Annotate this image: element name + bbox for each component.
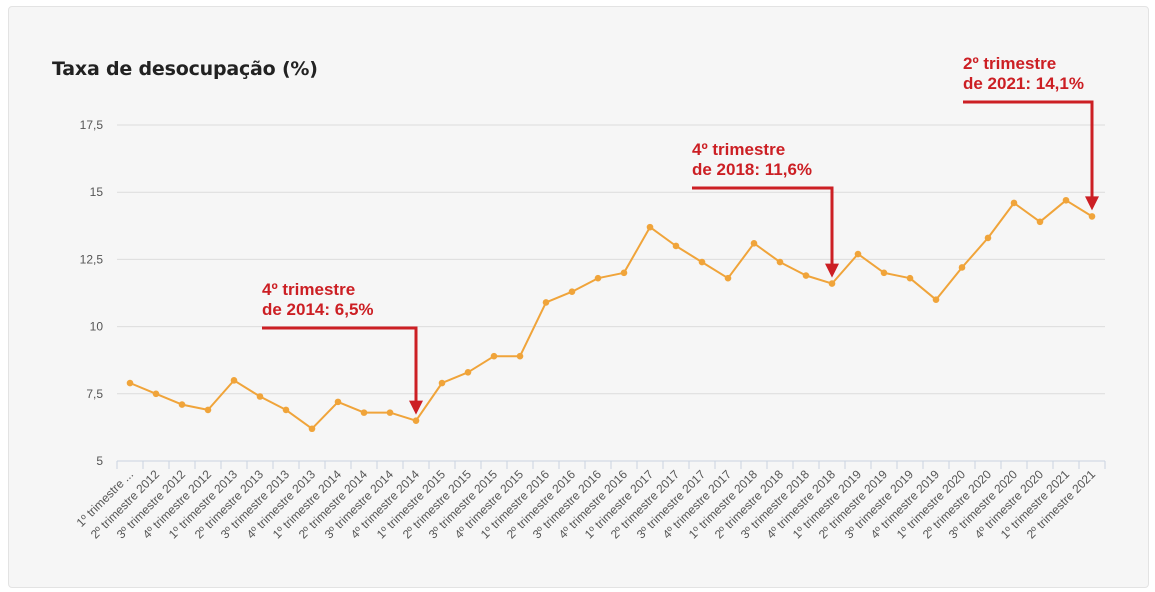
data-point [880, 269, 888, 277]
annotation-text: 4º trimestre [692, 140, 785, 159]
data-point [1062, 196, 1070, 204]
annotation-arrow [262, 326, 418, 403]
data-point [776, 258, 784, 266]
annotation-text: de 2014: 6,5% [262, 300, 374, 319]
annotation-arrow [963, 100, 1094, 199]
data-point [412, 417, 420, 424]
data-point [386, 409, 394, 416]
data-point [724, 274, 732, 282]
data-point [360, 409, 368, 416]
data-point [178, 401, 186, 408]
data-point [516, 352, 524, 360]
data-point [906, 274, 914, 282]
y-tick-label: 10 [90, 320, 104, 334]
data-point [932, 296, 940, 304]
arrow-head [409, 400, 423, 415]
annotation-text: de 2021: 14,1% [963, 74, 1084, 93]
data-point [230, 377, 238, 384]
data-point [828, 280, 836, 287]
data-point [698, 258, 706, 266]
arrow-head [825, 263, 839, 278]
y-tick-label: 5 [96, 454, 103, 468]
data-point [1036, 218, 1044, 226]
chart-title: Taxa de desocupação (%) [52, 58, 318, 80]
data-point [568, 288, 576, 295]
data-point [204, 406, 212, 414]
data-point [620, 269, 628, 277]
data-point [438, 379, 446, 387]
arrow-head [1085, 196, 1099, 211]
annotation-arrow [692, 186, 834, 266]
data-point [282, 406, 290, 414]
data-point [750, 239, 758, 247]
y-tick-label: 7,5 [86, 387, 103, 401]
data-point [1010, 199, 1018, 207]
data-point [1088, 213, 1096, 220]
annotation-text: de 2018: 11,6% [692, 160, 812, 179]
data-point [854, 250, 862, 258]
data-point [672, 242, 680, 250]
data-point [646, 223, 654, 231]
data-point [334, 398, 342, 406]
annotation-text: 4º trimestre [262, 280, 355, 299]
y-tick-label: 17,5 [80, 118, 104, 132]
data-point [490, 352, 498, 360]
y-tick-label: 15 [90, 185, 104, 199]
data-point [152, 390, 160, 398]
data-point [802, 272, 810, 279]
data-point [256, 393, 264, 400]
series-line [129, 199, 1093, 430]
data-point [308, 425, 316, 433]
chart-panel [8, 6, 1149, 588]
data-point [542, 299, 550, 306]
data-point [464, 368, 472, 376]
annotation-text: 2º trimestre [963, 54, 1056, 73]
data-point [594, 274, 602, 282]
data-point [126, 379, 134, 387]
data-point [984, 234, 992, 242]
data-point [958, 264, 966, 271]
y-tick-label: 12,5 [80, 252, 104, 266]
